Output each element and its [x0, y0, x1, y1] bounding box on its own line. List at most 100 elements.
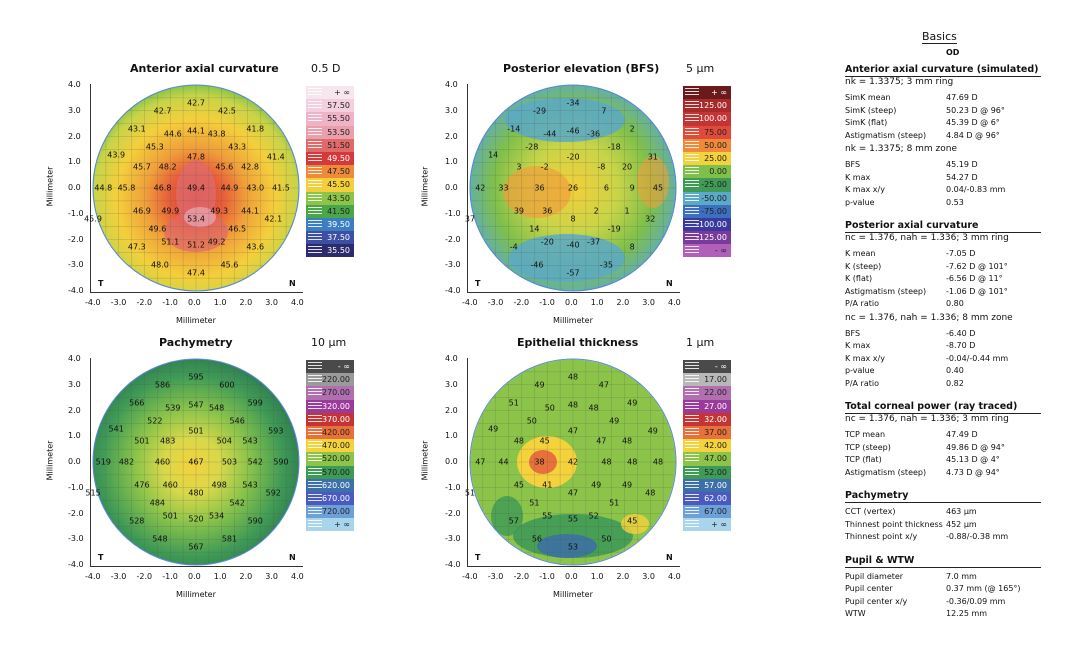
map-step-epithelial: 1 µm	[686, 336, 715, 349]
map-value: 36	[534, 183, 545, 193]
map-value: 49	[609, 416, 620, 426]
map-value: 45.9	[84, 214, 102, 224]
map-value: 522	[147, 416, 163, 426]
map-value: 43.1	[127, 124, 146, 134]
map-outline	[92, 358, 300, 566]
map-outline	[469, 358, 677, 566]
x-tick: -3.0	[487, 572, 504, 581]
epithelial-thickness-map	[467, 356, 679, 570]
param-label: SimK mean	[845, 93, 891, 102]
y-tick: -4.0	[445, 560, 461, 569]
scale-label: -50.00	[701, 193, 727, 203]
map-value: 48.2	[158, 162, 177, 172]
scale-label: 570.00	[322, 467, 350, 477]
x-tick: -1.0	[539, 298, 555, 307]
param-value: 7.0 mm	[946, 571, 977, 581]
scale-entry: + ∞	[306, 518, 354, 532]
x-tick: -4.0	[85, 298, 101, 307]
map-value: 6	[603, 183, 610, 193]
param-label: Thinnest point x/y	[845, 532, 918, 541]
param-label: Astigmatism (steep)	[845, 467, 927, 477]
scale-label: 45.50	[327, 180, 350, 190]
x-tick: -2.0	[136, 572, 153, 581]
section-subtitle: nk = 1.3375; 3 mm ring	[845, 77, 954, 87]
scale-entry: + ∞	[306, 86, 354, 100]
map-value: 49	[647, 426, 658, 436]
scale-label: 47.00	[704, 454, 727, 464]
param-label: Pupil center x/y	[845, 596, 908, 606]
y-tick: 3.0	[445, 379, 458, 389]
scale-entry: 220.00	[306, 373, 354, 387]
x-tick: -4.0	[462, 572, 478, 581]
map-value: 32	[645, 214, 656, 224]
map-value: 42.7	[153, 106, 172, 116]
scale-label: - ∞	[337, 362, 350, 371]
param-value: 452 µm	[946, 519, 977, 529]
map-value: 45.6	[220, 260, 239, 270]
param-value: 4.84 D @ 96°	[946, 130, 1000, 140]
map-value: 53.4	[187, 214, 205, 224]
map-value: 8	[629, 242, 635, 252]
param-value: 463 µm	[946, 507, 977, 516]
scale-label: 22.00	[704, 388, 727, 398]
map-mask	[467, 356, 679, 570]
x-tick: 3.0	[642, 298, 655, 307]
scale-label: -100.00	[696, 219, 727, 229]
nasal-marker: N	[666, 553, 673, 562]
map-value: -14	[507, 124, 521, 134]
nasal-marker: N	[289, 279, 296, 288]
map-value: 50	[544, 403, 555, 413]
map-value: 501	[188, 426, 204, 436]
temporal-marker: T	[475, 553, 481, 562]
scale-entry: 125.00	[683, 99, 731, 113]
x-axis-label-epithelial: Millimeter	[553, 590, 593, 599]
x-tick: -2.0	[513, 572, 530, 581]
scale-label: -75.00	[701, 206, 727, 216]
scale-entry: 47.00	[683, 452, 731, 466]
scale-label: 35.50	[327, 246, 350, 256]
y-tick: 4.0	[445, 80, 458, 89]
param-label: K max x/y	[845, 353, 885, 363]
x-tick: -2.0	[136, 298, 153, 307]
map-value: -44	[543, 129, 557, 139]
param-label: K (flat)	[845, 274, 873, 283]
param-value: 0.82	[946, 378, 964, 388]
scale-entry: -100.00	[683, 217, 731, 232]
map-value: -40	[566, 240, 580, 250]
map-value: 42	[475, 183, 486, 193]
map-value: 42.7	[187, 98, 205, 108]
temporal-marker: T	[475, 279, 481, 288]
color-scale-anterior: + ∞ 57.50 55.50 53.50 51.50 49.50 47.50 45.50 43…	[306, 86, 354, 258]
map-value: -4	[509, 242, 518, 252]
map-value: 43.9	[107, 150, 126, 160]
map-mask	[90, 356, 302, 570]
y-tick: -2.0	[68, 508, 84, 518]
scale-entry: -125.00	[683, 231, 731, 245]
section-title: Pupil & WTW	[845, 554, 915, 566]
y-axis-label-epithelial: Millimeter	[420, 440, 430, 481]
y-tick: 1.0	[445, 431, 458, 441]
y-tick: -1.0	[445, 482, 461, 492]
map-value: 483	[160, 436, 176, 446]
map-value: 50	[601, 534, 612, 544]
map-value: 49	[534, 380, 545, 390]
scale-label: 52.00	[704, 467, 727, 477]
map-value: 39	[513, 206, 525, 216]
map-value: 547	[188, 400, 204, 410]
map-value: 543	[242, 480, 258, 490]
map-value: 55	[567, 514, 579, 524]
x-tick: -1.0	[539, 572, 555, 581]
map-value: 50	[526, 416, 537, 426]
param-value: 0.53	[946, 197, 964, 207]
scale-entry: 47.50	[306, 165, 354, 179]
anterior-curvature-map	[90, 82, 302, 296]
map-value: -28	[525, 142, 539, 152]
eye-label: OD	[946, 48, 960, 57]
param-value: -0.36/0.09 mm	[946, 596, 1006, 606]
map-value: 49	[621, 480, 633, 490]
x-tick: -4.0	[462, 298, 478, 307]
scale-entry: - ∞	[306, 360, 354, 374]
scale-entry: + ∞	[683, 518, 731, 532]
param-value: -8.70 D	[946, 341, 976, 350]
scale-label: 0.00	[709, 167, 727, 177]
